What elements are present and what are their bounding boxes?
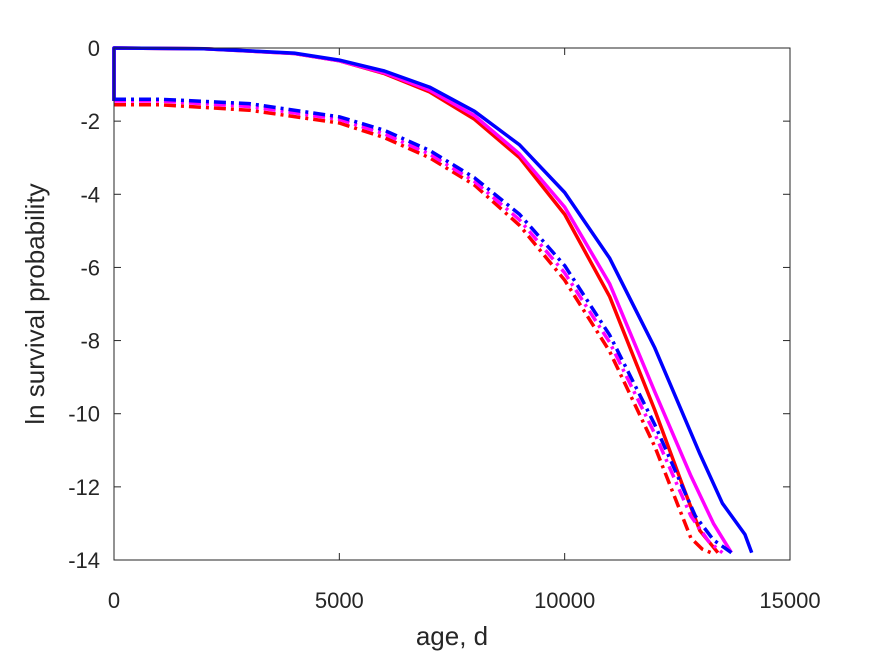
y-axis-title: ln survival probability [20,183,50,424]
series-line-5-dashdot [114,99,724,555]
y-tick-label: -14 [68,548,100,573]
plot-area [114,48,790,560]
y-tick-label: -6 [80,255,100,280]
x-tick-label: 5000 [315,588,364,613]
plot-frame [113,47,791,561]
y-tick-label: -10 [68,402,100,427]
tick-layer: 0 5000 10000 15000 0 -2 -4 -6 -8 -10 -12 -14 [68,36,820,613]
series-layer [112,46,754,555]
y-tick-label: 0 [88,36,100,61]
y-tick-label: -4 [80,182,100,207]
x-tick-label: 0 [108,588,120,613]
series-line-6-dashdot [114,97,733,555]
y-tick-label: -8 [80,329,100,354]
series-line-3-solid [112,46,754,554]
x-axis-title: age, d [416,621,488,651]
x-tick-label: 10000 [534,588,595,613]
series-line-4-dashdot [114,102,712,555]
y-tick-label: -12 [68,475,100,500]
y-tick-label: -2 [80,109,100,134]
x-tick-label: 15000 [759,588,820,613]
